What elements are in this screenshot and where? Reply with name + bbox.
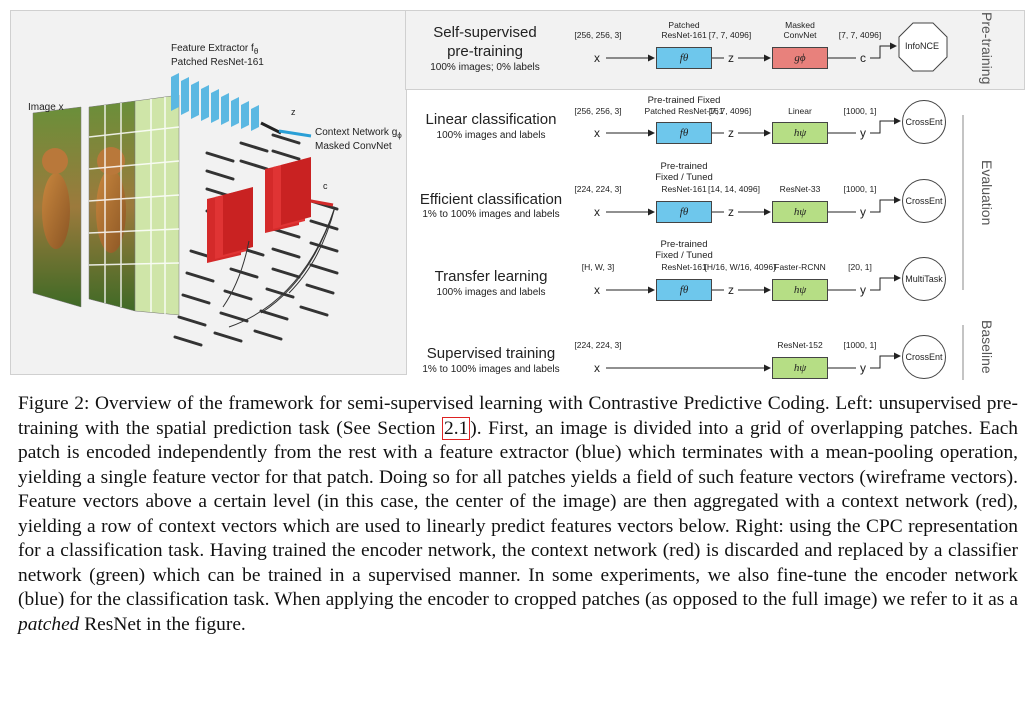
section-ref-link[interactable]: 2.1 bbox=[442, 416, 471, 440]
dim-mid: [14, 14, 4096] bbox=[708, 184, 760, 194]
row-title: Supervised training bbox=[426, 345, 556, 362]
z-label: z bbox=[291, 107, 296, 117]
dim-out: [7, 7, 4096] bbox=[838, 30, 882, 40]
prediction-arrows bbox=[222, 206, 336, 328]
row-subtitle: 100% images and labels bbox=[436, 287, 546, 298]
dim-input: [224, 224, 3] bbox=[574, 184, 622, 194]
head-label: Masked bbox=[785, 20, 815, 30]
terminal-label: InfoNCE bbox=[905, 41, 940, 51]
dim-input: [H, W, 3] bbox=[581, 262, 615, 272]
row-subtitle: 100% images and labels bbox=[436, 130, 546, 141]
context-network-blocks bbox=[207, 157, 334, 263]
loss-node: Cross Ent bbox=[902, 100, 946, 144]
head-label: Faster-RCNN bbox=[774, 262, 826, 272]
cpc-illustration-panel: Image x Feature Extractor fθ Patched Res… bbox=[10, 10, 407, 375]
x-var: x bbox=[594, 283, 600, 297]
x-var: x bbox=[594, 126, 600, 140]
x-var: x bbox=[594, 205, 600, 219]
feature-extractor-net-label: Patched ResNet-161 bbox=[171, 57, 264, 68]
head-label: ResNet-152 bbox=[777, 340, 823, 350]
dim-input: [256, 256, 3] bbox=[574, 106, 622, 116]
c-label: c bbox=[323, 181, 328, 191]
x-var: x bbox=[594, 361, 600, 375]
z-var: z bbox=[728, 283, 734, 297]
row-title: Transfer learning bbox=[434, 268, 548, 285]
y-var: y bbox=[860, 126, 866, 140]
dim-input: [256, 256, 3] bbox=[574, 30, 622, 40]
dim-mid: [7, 7, 4096] bbox=[708, 30, 752, 40]
classifier-box: hψ bbox=[772, 279, 828, 301]
encoder-label-3: ResNet-161 bbox=[661, 262, 707, 272]
encoder-label: Patched bbox=[668, 20, 700, 30]
x-var: x bbox=[594, 51, 600, 65]
loss-node: Cross Ent bbox=[902, 179, 946, 223]
context-network-label: Context Network gϕ bbox=[315, 127, 402, 140]
infonce-octagon bbox=[898, 22, 948, 72]
feature-extractor-label: Feature Extractor fθ bbox=[171, 43, 259, 56]
encoder-label: Pre-trained bbox=[660, 161, 708, 172]
context-box: gϕ bbox=[772, 47, 828, 69]
loss-node: Cross Ent bbox=[902, 335, 946, 379]
row-subtitle: 1% to 100% images and labels bbox=[422, 364, 560, 375]
classifier-box: hψ bbox=[772, 122, 828, 144]
encoder-box: fθ bbox=[656, 47, 712, 69]
feature-extractor-stack bbox=[171, 73, 282, 135]
context-network-net-label: Masked ConvNet bbox=[315, 141, 392, 152]
dim-mid: [7, 7, 4096] bbox=[708, 106, 752, 116]
head-label: ResNet-33 bbox=[779, 184, 821, 194]
encoder-label-2: Fixed / Tuned bbox=[655, 250, 713, 261]
side-label-pretraining: Pre-training bbox=[979, 12, 995, 85]
head-label-2: ConvNet bbox=[783, 30, 817, 40]
c-var: c bbox=[860, 51, 866, 65]
encoder-label: Pre-trained bbox=[660, 239, 708, 250]
row-title: Efficient classification bbox=[419, 191, 563, 208]
dim-out: [20, 1] bbox=[848, 262, 872, 272]
y-var: y bbox=[860, 361, 866, 375]
encoder-label-2: Patched ResNet-161 bbox=[644, 106, 724, 116]
side-label-evaluation: Evaluation bbox=[979, 160, 995, 226]
y-var: y bbox=[860, 283, 866, 297]
z-var: z bbox=[728, 126, 734, 140]
side-label-baseline: Baseline bbox=[979, 320, 995, 374]
classifier-box: hψ bbox=[772, 201, 828, 223]
encoder-label-3: ResNet-161 bbox=[661, 184, 707, 194]
dim-input: [224, 224, 3] bbox=[574, 340, 622, 350]
image-label: Image x bbox=[28, 102, 64, 113]
dim-out: [1000, 1] bbox=[843, 184, 877, 194]
z-var: z bbox=[728, 205, 734, 219]
row-subtitle: 100% images; 0% labels bbox=[430, 62, 540, 73]
row-title: Self-supervised bbox=[433, 24, 537, 41]
feature-vector-field bbox=[173, 133, 339, 347]
classifier-box: hψ bbox=[772, 357, 828, 379]
encoder-box: fθ bbox=[656, 279, 712, 301]
dim-out: [1000, 1] bbox=[843, 106, 877, 116]
dim-mid: [H/16, W/16, 4096] bbox=[704, 262, 776, 272]
row-title-line2: pre-training bbox=[447, 43, 523, 60]
image-planes bbox=[32, 94, 180, 316]
row-subtitle: 1% to 100% images and labels bbox=[422, 209, 560, 220]
dim-out: [1000, 1] bbox=[843, 340, 877, 350]
z-var: z bbox=[728, 51, 734, 65]
encoder-box: fθ bbox=[656, 201, 712, 223]
encoder-box: fθ bbox=[656, 122, 712, 144]
row-title: Linear classification bbox=[425, 111, 557, 128]
encoder-label: Pre-trained Fixed bbox=[647, 95, 721, 106]
encoder-label-2: Fixed / Tuned bbox=[655, 172, 713, 183]
loss-node: Multi Task bbox=[902, 257, 946, 301]
encoder-label-2: ResNet-161 bbox=[661, 30, 707, 40]
figure-caption: Figure 2: Overview of the framework for … bbox=[18, 393, 1018, 635]
cpc-illustration bbox=[32, 73, 339, 347]
head-label: Linear bbox=[788, 106, 812, 116]
y-var: y bbox=[860, 205, 866, 219]
